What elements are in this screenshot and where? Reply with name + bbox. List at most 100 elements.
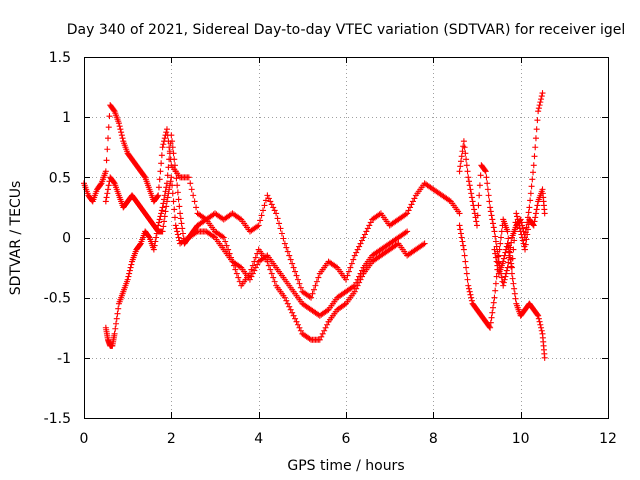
data-point [171, 214, 178, 221]
data-point [504, 228, 511, 235]
data-point [164, 172, 171, 179]
data-point [511, 228, 518, 235]
y-tick-label: 1.5 [49, 50, 71, 66]
data-point [456, 168, 463, 175]
data-point [522, 241, 529, 248]
data-point [172, 222, 179, 229]
data-point [456, 222, 463, 229]
data-point [354, 276, 361, 283]
data-point [509, 255, 516, 262]
data-point [161, 135, 168, 142]
data-point [466, 182, 473, 189]
data-point [489, 216, 496, 223]
data-point [458, 153, 465, 160]
data-point [319, 330, 326, 337]
data-point [163, 129, 170, 136]
data-point [511, 290, 518, 297]
data-point [161, 213, 168, 220]
data-point [158, 152, 165, 159]
x-tick-label: 0 [80, 431, 89, 447]
data-point [284, 248, 291, 255]
data-point [252, 254, 259, 261]
data-point [172, 168, 179, 175]
data-point [174, 182, 181, 189]
data-point [522, 246, 529, 253]
data-point [293, 272, 300, 279]
data-point [185, 174, 192, 181]
y-tick-label: 0 [62, 231, 71, 247]
data-point [361, 231, 368, 238]
data-point [286, 252, 293, 259]
data-point [223, 242, 230, 249]
data-point [155, 192, 162, 199]
data-point [531, 153, 538, 160]
data-point [490, 299, 497, 306]
data-point [248, 266, 255, 273]
data-point [538, 96, 545, 103]
data-point [471, 206, 478, 213]
data-point [465, 282, 472, 289]
data-point [532, 210, 539, 217]
series-track-6 [491, 186, 548, 277]
data-point [170, 198, 177, 205]
data-point [516, 225, 523, 232]
data-point [411, 195, 418, 202]
data-point [514, 213, 521, 220]
data-point [309, 290, 316, 297]
data-point [353, 279, 360, 286]
data-point [167, 178, 174, 185]
data-point [145, 233, 152, 240]
data-point [359, 267, 366, 274]
data-point [351, 282, 358, 289]
data-point [171, 156, 178, 163]
data-point [118, 129, 125, 136]
data-point [473, 218, 480, 225]
data-point [190, 192, 197, 199]
data-point [357, 240, 364, 247]
data-point [524, 231, 531, 238]
data-point [468, 194, 475, 201]
data-point [461, 144, 468, 151]
data-point [486, 198, 493, 205]
x-tick-label: 4 [254, 431, 263, 447]
data-point [286, 303, 293, 310]
data-point [255, 222, 262, 229]
data-point [280, 235, 287, 242]
data-point [160, 141, 167, 148]
data-point [248, 273, 255, 280]
data-point [296, 280, 303, 287]
data-point [141, 173, 148, 180]
data-point [463, 264, 470, 271]
data-point [193, 204, 200, 211]
data-point [178, 220, 185, 227]
data-point [251, 267, 258, 274]
data-point [160, 223, 167, 230]
data-point [111, 330, 118, 337]
data-point [270, 274, 277, 281]
data-point [485, 192, 492, 199]
x-tick-label: 10 [512, 431, 530, 447]
data-point [163, 198, 170, 205]
data-point [518, 231, 525, 238]
data-point [276, 220, 283, 227]
data-point [463, 270, 470, 277]
data-point [492, 254, 499, 261]
data-point [467, 291, 474, 298]
data-point [477, 172, 484, 179]
data-point [366, 222, 373, 229]
data-point [187, 180, 194, 187]
data-point [456, 210, 463, 217]
data-point [252, 264, 259, 271]
data-point [278, 230, 285, 237]
data-point [476, 182, 483, 189]
data-point [516, 222, 523, 229]
data-point [112, 325, 119, 332]
data-point [476, 192, 483, 199]
data-point [154, 193, 161, 200]
data-point [500, 255, 507, 262]
data-point [113, 320, 120, 327]
data-point [404, 228, 411, 235]
data-point [364, 225, 371, 232]
data-point [533, 126, 540, 133]
data-point [271, 278, 278, 285]
